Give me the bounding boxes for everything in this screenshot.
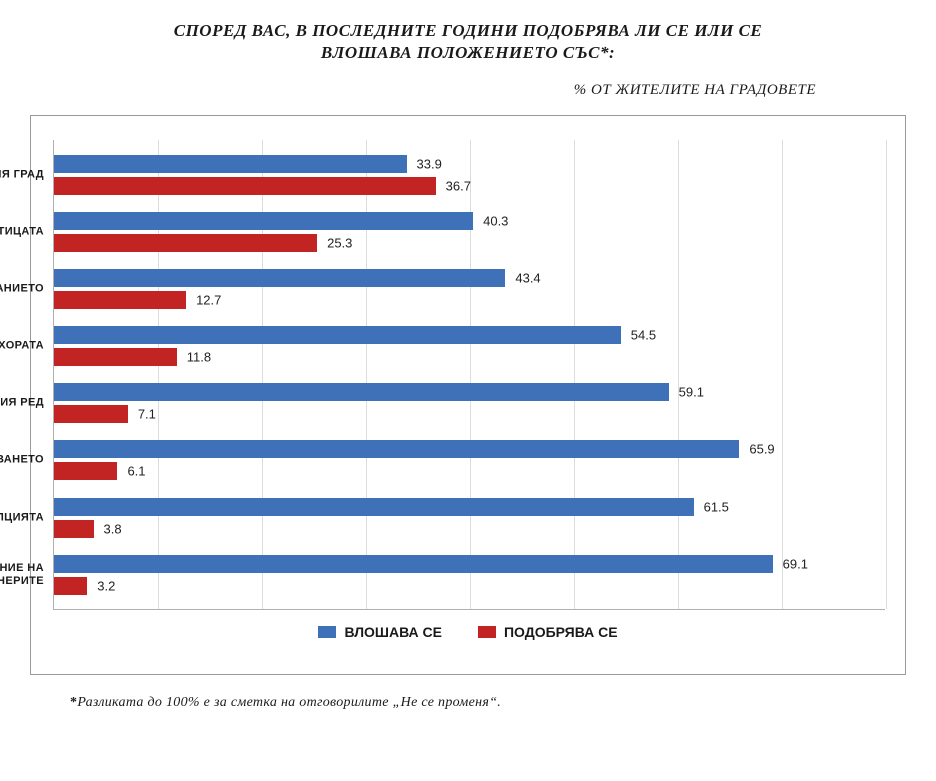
bar-value: 25.3: [317, 235, 352, 250]
chart-container: БЛАГОУСТРОЙСТВОТО ВЪВ ВАШИЯ ГРАД33.936.7…: [30, 115, 906, 675]
bar-worsening: 43.4: [54, 269, 505, 287]
bar-value: 69.1: [773, 556, 808, 571]
bar-improving: 6.1: [54, 462, 117, 480]
bar-value: 54.5: [621, 328, 656, 343]
bar-rows: БЛАГОУСТРОЙСТВОТО ВЪВ ВАШИЯ ГРАД33.936.7…: [54, 140, 885, 609]
bar-improving: 36.7: [54, 177, 436, 195]
footnote-text: Разликата до 100% е за сметка на отговор…: [77, 695, 501, 710]
bar-improving: 12.7: [54, 291, 186, 309]
category-label: КОРУПЦИЯТА: [0, 511, 54, 524]
bar-worsening: 59.1: [54, 383, 669, 401]
category-label: МАТЕРИАЛНОТО ПОЛОЖЕНИЕ НА ХОРАТА: [0, 340, 54, 353]
legend-item-worsening: ВЛОШАВА СЕ: [318, 624, 442, 640]
bar-value: 59.1: [669, 385, 704, 400]
title-line1: СПОРЕД ВАС, В ПОСЛЕДНИТЕ ГОДИНИ ПОДОБРЯВ…: [174, 21, 763, 40]
plot-area: БЛАГОУСТРОЙСТВОТО ВЪВ ВАШИЯ ГРАД33.936.7…: [53, 140, 885, 610]
category-label: БЛАГОУСТРОЙСТВОТО ВЪВ ВАШИЯ ГРАД: [0, 168, 54, 181]
footnote: *Разликата до 100% е за сметка на отгово…: [70, 695, 906, 711]
category-label: ЗДРАВЕОПАЗВАНЕТО: [0, 454, 54, 467]
bar-value: 43.4: [505, 271, 540, 286]
legend-label-worsening: ВЛОШАВА СЕ: [344, 624, 442, 640]
bar-value: 33.9: [407, 156, 442, 171]
bar-improving: 7.1: [54, 405, 128, 423]
bar-worsening: 33.9: [54, 155, 407, 173]
bar-worsening: 54.5: [54, 326, 621, 344]
category-row: МАТЕРИАЛНОТО ПОЛОЖЕНИЕ НА ПЕНСИОНЕРИТЕ69…: [54, 551, 885, 599]
category-label: БЕЗРАБОТИЦАТА: [0, 225, 54, 238]
bar-value: 40.3: [473, 213, 508, 228]
category-row: КОРУПЦИЯТА61.53.8: [54, 494, 885, 542]
bar-value: 7.1: [128, 407, 156, 422]
bar-value: 61.5: [694, 499, 729, 514]
category-label: МАТЕРИАЛНОТО ПОЛОЖЕНИЕ НА ПЕНСИОНЕРИТЕ: [0, 561, 54, 587]
category-row: БЛАГОУСТРОЙСТВОТО ВЪВ ВАШИЯ ГРАД33.936.7: [54, 151, 885, 199]
category-row: МАТЕРИАЛНОТО ПОЛОЖЕНИЕ НА ХОРАТА54.511.8: [54, 322, 885, 370]
chart-subtitle: % ОТ ЖИТЕЛИТЕ НА ГРАДОВЕТЕ: [30, 82, 816, 99]
category-row: БЕЗРАБОТИЦАТА40.325.3: [54, 208, 885, 256]
grid-line: [886, 140, 887, 609]
chart-title: СПОРЕД ВАС, В ПОСЛЕДНИТЕ ГОДИНИ ПОДОБРЯВ…: [30, 20, 906, 64]
bar-value: 11.8: [177, 350, 211, 365]
bar-value: 12.7: [186, 293, 221, 308]
legend: ВЛОШАВА СЕ ПОДОБРЯВА СЕ: [53, 624, 883, 640]
category-label: ОБРАЗОВАНИЕТО: [0, 282, 54, 295]
swatch-red: [478, 626, 496, 638]
category-row: ПРЕСТЪПНОСТТА / ОБЩЕСТВЕНИЯ РЕД59.17.1: [54, 379, 885, 427]
category-label: ПРЕСТЪПНОСТТА / ОБЩЕСТВЕНИЯ РЕД: [0, 397, 54, 410]
category-row: ЗДРАВЕОПАЗВАНЕТО65.96.1: [54, 436, 885, 484]
legend-item-improving: ПОДОБРЯВА СЕ: [478, 624, 618, 640]
bar-improving: 3.2: [54, 577, 87, 595]
bar-worsening: 69.1: [54, 555, 773, 573]
bar-worsening: 40.3: [54, 212, 473, 230]
swatch-blue: [318, 626, 336, 638]
bar-value: 6.1: [117, 464, 145, 479]
bar-value: 36.7: [436, 178, 471, 193]
bar-improving: 3.8: [54, 520, 94, 538]
title-line2: ВЛОШАВА ПОЛОЖЕНИЕТО СЪС*:: [321, 43, 615, 62]
bar-worsening: 65.9: [54, 440, 739, 458]
legend-label-improving: ПОДОБРЯВА СЕ: [504, 624, 618, 640]
bar-value: 65.9: [739, 442, 774, 457]
bar-improving: 11.8: [54, 348, 177, 366]
bar-improving: 25.3: [54, 234, 317, 252]
bar-value: 3.2: [87, 578, 115, 593]
bar-worsening: 61.5: [54, 498, 694, 516]
category-row: ОБРАЗОВАНИЕТО43.412.7: [54, 265, 885, 313]
bar-value: 3.8: [94, 521, 122, 536]
